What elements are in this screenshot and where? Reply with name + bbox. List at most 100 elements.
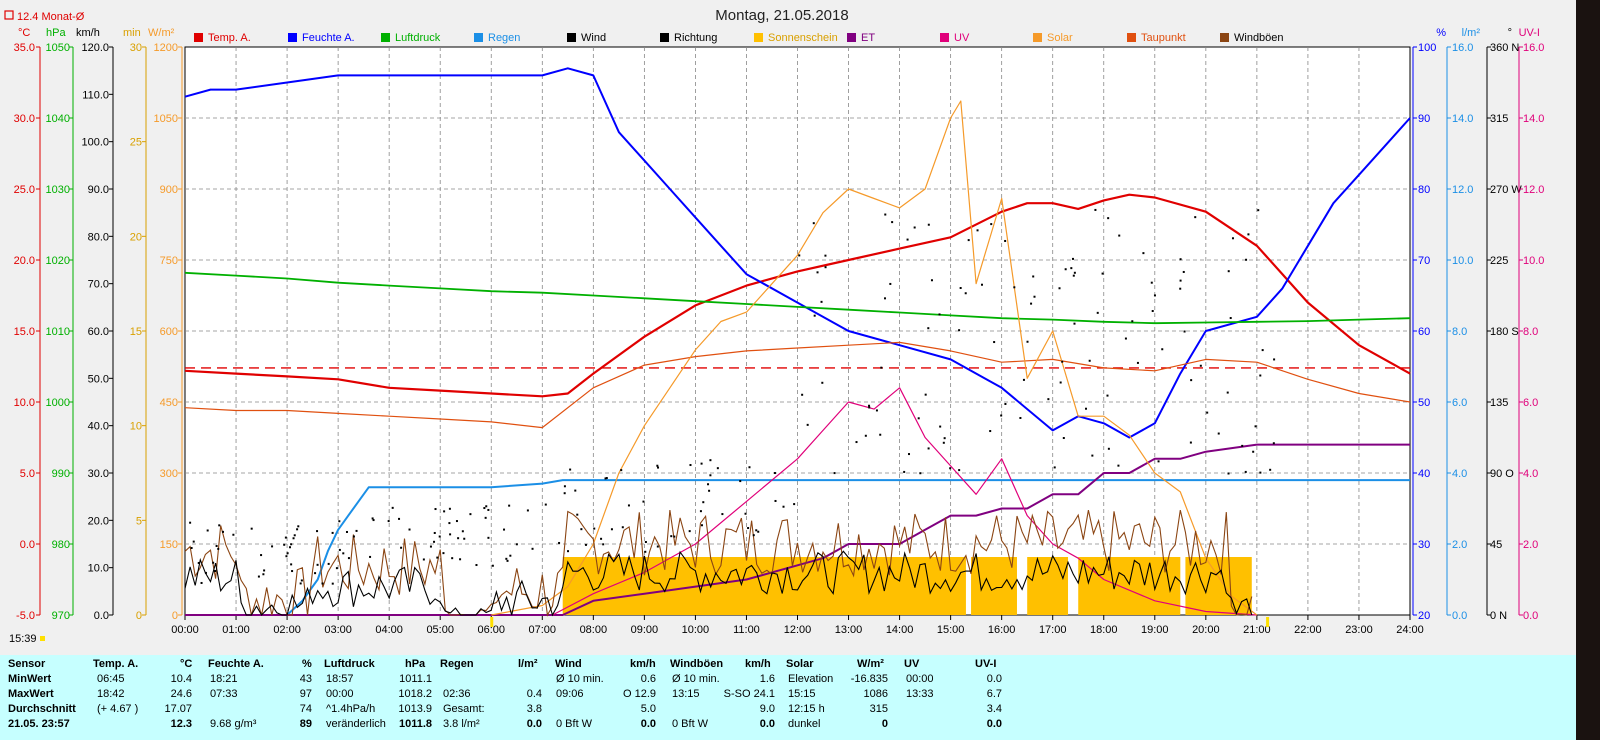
wind-unit: km/h	[76, 27, 100, 39]
rain-tick-label: 14.0	[1452, 113, 1473, 125]
solar-tick-label: 1050	[154, 113, 178, 125]
direction-dot	[438, 535, 441, 538]
pressure-tick-label: 1030	[46, 184, 70, 196]
direction-dot	[250, 527, 253, 530]
direction-dot	[600, 537, 603, 540]
wind-tick-label: 20.0	[88, 515, 109, 527]
x-tick-label: 00:00	[171, 624, 199, 636]
direction-dot	[1189, 441, 1192, 444]
direction-dot	[1272, 442, 1275, 445]
direction-dot	[451, 557, 454, 560]
direction-dot	[206, 529, 209, 532]
press-time: veränderlich	[326, 718, 386, 730]
direction-dot	[484, 516, 487, 519]
sun-min-tick-label: 20	[130, 231, 142, 243]
direction-dot	[567, 550, 570, 553]
x-tick-label: 18:00	[1090, 624, 1118, 636]
direction-dot	[1053, 466, 1056, 469]
humidity-tick-label: 50	[1418, 397, 1430, 409]
direction-dot	[487, 508, 490, 511]
direction-dot	[602, 543, 605, 546]
hdr-press-unit: hPa	[405, 658, 426, 670]
direction-dot	[1227, 472, 1230, 475]
direction-dot	[930, 279, 933, 282]
direction-dot	[1179, 258, 1182, 261]
wind-time: 09:06	[556, 688, 584, 700]
direction-dot	[656, 464, 659, 467]
x-tick-label: 02:00	[273, 624, 301, 636]
hdr-rain-unit: l/m²	[518, 658, 538, 670]
x-tick-label: 07:00	[529, 624, 557, 636]
humidity-tick-label: 80	[1418, 184, 1430, 196]
direction-dot	[338, 548, 341, 551]
direction-dot	[1217, 432, 1220, 435]
uv-tick-label: 8.0	[1523, 326, 1538, 338]
direction-dot	[627, 504, 630, 507]
direction-dot	[563, 485, 566, 488]
direction-dot	[1047, 398, 1050, 401]
direction-dot	[1064, 268, 1067, 271]
rain-value: 0.0	[526, 718, 542, 730]
temp-tick-label: 10.0	[14, 397, 35, 409]
gust-value: 0.0	[759, 718, 775, 730]
uv-time: 13:33	[906, 688, 934, 700]
x-tick-label: 10:00	[682, 624, 710, 636]
rain-tick-label: 6.0	[1452, 397, 1467, 409]
direction-dot	[398, 517, 401, 520]
direction-dot	[1107, 447, 1110, 450]
direction-dot	[436, 556, 439, 559]
wind-tick-label: 100.0	[81, 137, 109, 149]
direction-dot	[976, 229, 979, 232]
x-tick-label: 14:00	[886, 624, 914, 636]
direction-dot	[813, 314, 816, 317]
direction-dot	[824, 266, 827, 269]
hum-value: 97	[299, 688, 312, 700]
rain-time: 3.8 l/m²	[443, 718, 480, 730]
rain-time: Gesamt:	[443, 703, 485, 715]
direction-dot	[757, 530, 760, 533]
wind-tick-label: 90.0	[88, 184, 109, 196]
legend-label: Richtung	[674, 32, 717, 44]
direction-dot	[1151, 310, 1154, 313]
direction-dot	[688, 530, 691, 533]
direction-dot	[1245, 258, 1248, 261]
row-label: 21.05. 23:57	[8, 718, 70, 730]
wind-value: 0.6	[640, 673, 656, 685]
temp-time: 18:42	[97, 688, 125, 700]
uv-tick-label: 2.0	[1523, 539, 1538, 551]
month-avg-icon	[4, 10, 14, 20]
direction-dot	[290, 543, 293, 546]
direction-dot	[271, 545, 274, 548]
direction-dot	[449, 533, 452, 536]
direction-dot	[1161, 348, 1164, 351]
wind-tick-label: 110.0	[82, 89, 109, 101]
direction-dot	[1072, 274, 1075, 277]
direction-dot	[483, 507, 486, 510]
direction-dot	[1058, 287, 1061, 290]
pressure-tick-label: 1000	[46, 397, 70, 409]
hum-value: 74	[299, 703, 312, 715]
direction-dot	[1179, 287, 1182, 290]
rain-tick-label: 4.0	[1452, 468, 1467, 480]
temp-unit: °C	[18, 27, 30, 39]
row-label: Durchschnitt	[8, 703, 76, 715]
direction-dot	[1033, 295, 1036, 298]
direction-dot	[1106, 394, 1109, 397]
legend-label: UV	[954, 32, 970, 44]
uv-tick-label: 10.0	[1523, 255, 1544, 267]
direction-dot	[448, 507, 451, 510]
solar-tick-label: 900	[160, 184, 178, 196]
wind-tick-label: 0.0	[94, 610, 109, 622]
legend-swatch	[847, 33, 856, 42]
sunshine-block	[562, 557, 966, 615]
temp-tick-label: -5.0	[16, 610, 35, 622]
direction-dot	[1094, 208, 1097, 211]
solar-tick-label: 750	[160, 255, 178, 267]
direction-dot	[708, 489, 711, 492]
direction-dot	[773, 472, 776, 475]
direction-dot	[700, 462, 703, 465]
solar-time: Elevation	[788, 673, 834, 685]
direction-dot	[644, 541, 647, 544]
direction-dot	[197, 561, 200, 564]
uv-tick-label: 12.0	[1523, 184, 1544, 196]
